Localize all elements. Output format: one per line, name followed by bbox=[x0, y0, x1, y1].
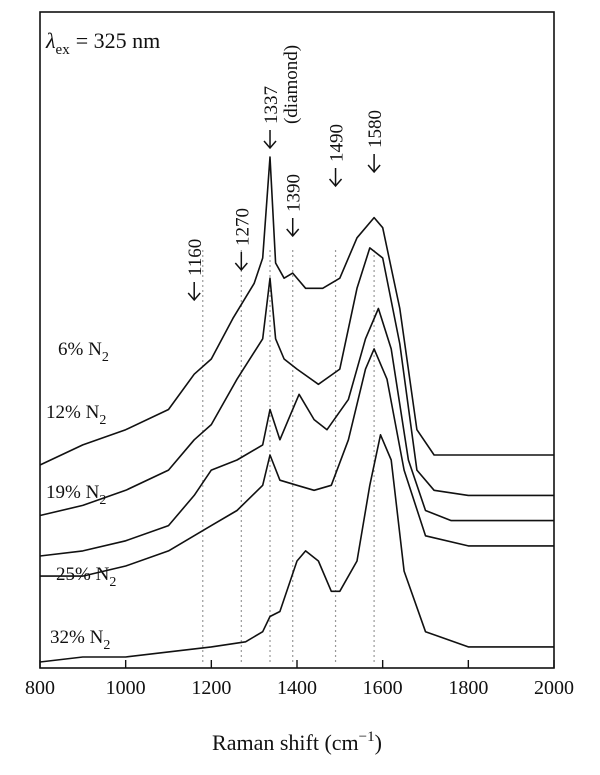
annotation-arrow-head bbox=[187, 292, 201, 302]
annotation-label: 1490 bbox=[327, 124, 348, 162]
series-label: 32% N2 bbox=[50, 627, 110, 653]
x-tick-label: 2000 bbox=[534, 677, 574, 699]
excitation-value: = 325 nm bbox=[76, 28, 161, 53]
series-label: 19% N2 bbox=[46, 482, 106, 508]
peak-annotation: 1580 bbox=[365, 110, 386, 174]
series-lines bbox=[39, 156, 554, 663]
peak-annotation: 1337 (diamond) bbox=[261, 45, 302, 150]
annotation-arrow-head bbox=[263, 140, 277, 150]
x-axis-label: Raman shift (cm−1) bbox=[212, 729, 382, 755]
annotation-label: 1160 bbox=[185, 239, 206, 276]
x-tick-label: 1200 bbox=[191, 677, 231, 699]
peak-annotation: 1270 bbox=[232, 208, 253, 272]
series-label: 12% N2 bbox=[46, 402, 106, 428]
x-tick-label: 1800 bbox=[448, 677, 488, 699]
x-axis-label-tail: ) bbox=[375, 730, 382, 755]
x-axis-label-main: Raman shift (cm bbox=[212, 730, 359, 755]
annotation-label: 1270 bbox=[232, 208, 253, 246]
x-axis-label-sup: −1 bbox=[359, 729, 375, 745]
peak-annotation: 1490 bbox=[327, 124, 348, 188]
series-labels: 6% N2 12% N2 19% N2 25% N2 32% N2 bbox=[46, 339, 116, 653]
x-tick-labels: 800 1000 1200 1400 1600 1800 2000 bbox=[25, 677, 574, 699]
peak-annotations: 1160 1270 1337 (diamond) 1390 1490 1580 bbox=[185, 45, 386, 302]
reference-lines bbox=[202, 250, 375, 664]
series-line bbox=[39, 247, 554, 517]
annotation-arrow-head bbox=[234, 262, 248, 272]
annotation-arrow-head bbox=[328, 178, 343, 188]
peak-annotation: 1390 bbox=[284, 174, 305, 238]
annotation-arrow-head bbox=[367, 164, 381, 174]
x-tick-label: 1400 bbox=[277, 677, 317, 699]
series-label: 6% N2 bbox=[58, 339, 109, 365]
annotation-label: 1390 bbox=[284, 174, 305, 212]
excitation-sub: ex bbox=[56, 42, 71, 58]
peak-annotation: 1160 bbox=[185, 239, 206, 302]
series-label: 25% N2 bbox=[56, 564, 116, 590]
annotation-arrow-head bbox=[286, 228, 300, 238]
series-line bbox=[39, 434, 554, 663]
series-line bbox=[40, 348, 554, 577]
annotation-label: 1580 bbox=[365, 110, 386, 148]
excitation-label: λex = 325 nm bbox=[45, 28, 160, 58]
x-ticks bbox=[39, 660, 555, 668]
series-line bbox=[39, 156, 554, 466]
x-tick-label: 1000 bbox=[106, 677, 146, 699]
x-tick-label: 800 bbox=[25, 677, 55, 699]
excitation-symbol: λ bbox=[45, 28, 56, 53]
series-line bbox=[39, 307, 554, 557]
annotation-label: (diamond) bbox=[281, 45, 302, 124]
x-tick-label: 1600 bbox=[363, 677, 403, 699]
annotation-label: 1337 bbox=[261, 86, 282, 124]
